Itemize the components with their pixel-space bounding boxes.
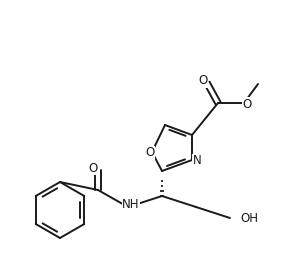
- Text: O: O: [145, 147, 155, 159]
- Text: NH: NH: [122, 197, 140, 210]
- Text: N: N: [193, 154, 201, 167]
- Text: OH: OH: [240, 213, 258, 225]
- Text: O: O: [88, 162, 98, 175]
- Text: O: O: [242, 97, 252, 111]
- Text: O: O: [198, 74, 208, 87]
